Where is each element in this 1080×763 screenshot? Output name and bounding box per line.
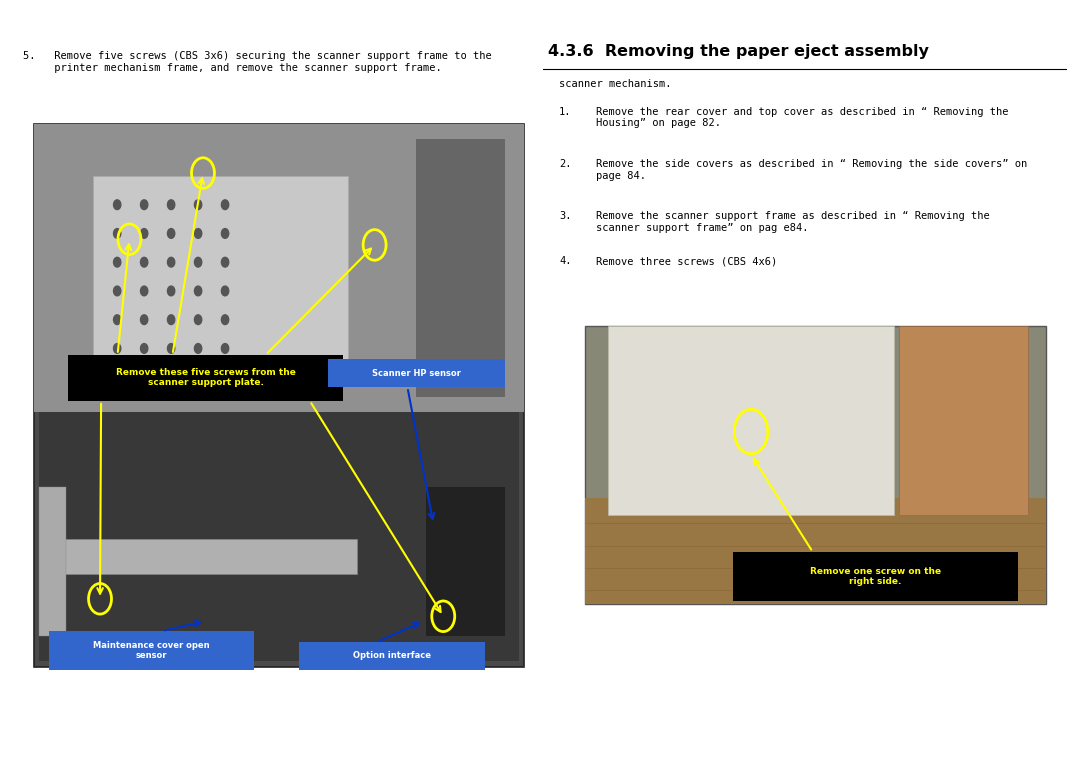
- Circle shape: [167, 200, 175, 210]
- Text: Scanner HP sensor: Scanner HP sensor: [372, 369, 461, 378]
- Text: Removing the Housing: Removing the Housing: [460, 740, 620, 753]
- FancyBboxPatch shape: [416, 139, 504, 398]
- Circle shape: [167, 229, 175, 238]
- Circle shape: [221, 343, 229, 353]
- FancyBboxPatch shape: [328, 359, 504, 388]
- Text: Remove three screws (CBS 4x6): Remove three screws (CBS 4x6): [596, 256, 777, 266]
- Text: 2.: 2.: [559, 159, 571, 169]
- FancyBboxPatch shape: [68, 355, 342, 401]
- Circle shape: [140, 229, 148, 238]
- Circle shape: [113, 286, 121, 296]
- Circle shape: [167, 286, 175, 296]
- Text: scanner mechanism.: scanner mechanism.: [559, 79, 672, 89]
- Text: Revision A: Revision A: [994, 8, 1067, 21]
- Text: Remove the scanner support frame as described in “ Removing the
scanner support : Remove the scanner support frame as desc…: [596, 211, 989, 233]
- FancyBboxPatch shape: [39, 487, 66, 636]
- FancyBboxPatch shape: [585, 326, 1047, 604]
- FancyBboxPatch shape: [49, 631, 255, 670]
- FancyBboxPatch shape: [427, 487, 504, 636]
- Circle shape: [167, 343, 175, 353]
- Circle shape: [221, 229, 229, 238]
- Text: 85: 85: [1050, 740, 1067, 753]
- FancyBboxPatch shape: [732, 552, 1018, 600]
- Circle shape: [194, 286, 202, 296]
- Text: Remove these five screws from the
scanner support plate.: Remove these five screws from the scanne…: [116, 368, 296, 388]
- Circle shape: [221, 200, 229, 210]
- Circle shape: [167, 315, 175, 324]
- Text: Maintenance cover open
sensor: Maintenance cover open sensor: [93, 641, 210, 660]
- Circle shape: [140, 286, 148, 296]
- Circle shape: [140, 343, 148, 353]
- FancyBboxPatch shape: [93, 176, 348, 383]
- Circle shape: [221, 257, 229, 267]
- Text: 3.: 3.: [559, 211, 571, 221]
- FancyBboxPatch shape: [33, 124, 524, 667]
- Circle shape: [167, 257, 175, 267]
- Circle shape: [194, 200, 202, 210]
- Text: 4.3.6  Removing the paper eject assembly: 4.3.6 Removing the paper eject assembly: [549, 44, 930, 60]
- Text: Option interface: Option interface: [353, 652, 431, 661]
- Circle shape: [221, 286, 229, 296]
- FancyBboxPatch shape: [608, 326, 894, 515]
- Circle shape: [113, 200, 121, 210]
- FancyBboxPatch shape: [64, 539, 357, 574]
- FancyBboxPatch shape: [33, 124, 524, 412]
- Text: Remove one screw on the
right side.: Remove one screw on the right side.: [810, 566, 941, 586]
- Circle shape: [194, 229, 202, 238]
- Circle shape: [113, 343, 121, 353]
- Circle shape: [140, 200, 148, 210]
- Text: 1.: 1.: [559, 107, 571, 117]
- Text: 5.   Remove five screws (CBS 3x6) securing the scanner support frame to the
    : 5. Remove five screws (CBS 3x6) securing…: [24, 51, 492, 72]
- Circle shape: [140, 257, 148, 267]
- Text: 4.: 4.: [559, 256, 571, 266]
- FancyBboxPatch shape: [298, 642, 485, 670]
- Circle shape: [221, 315, 229, 324]
- Circle shape: [194, 315, 202, 324]
- Circle shape: [194, 343, 202, 353]
- Text: Disassembly & Assembly: Disassembly & Assembly: [13, 740, 189, 753]
- Circle shape: [113, 229, 121, 238]
- FancyBboxPatch shape: [899, 326, 1028, 515]
- Circle shape: [113, 257, 121, 267]
- Text: Remove the side covers as described in “ Removing the side covers” on
page 84.: Remove the side covers as described in “…: [596, 159, 1027, 181]
- FancyBboxPatch shape: [39, 412, 519, 662]
- Text: EPSON Stylus Scan 2500: EPSON Stylus Scan 2500: [13, 8, 186, 21]
- Circle shape: [194, 257, 202, 267]
- Circle shape: [113, 315, 121, 324]
- FancyBboxPatch shape: [585, 498, 1047, 604]
- Text: Remove the rear cover and top cover as described in “ Removing the
Housing” on p: Remove the rear cover and top cover as d…: [596, 107, 1008, 128]
- Circle shape: [140, 315, 148, 324]
